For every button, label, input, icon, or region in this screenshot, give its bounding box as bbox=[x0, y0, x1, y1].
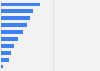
Bar bbox=[1, 65, 3, 68]
Bar bbox=[1, 37, 18, 41]
Bar bbox=[1, 51, 11, 55]
Bar bbox=[1, 23, 27, 27]
Bar bbox=[1, 58, 9, 61]
Bar bbox=[1, 44, 14, 48]
Bar bbox=[1, 30, 23, 34]
Bar bbox=[1, 10, 33, 13]
Bar bbox=[1, 3, 40, 6]
Bar bbox=[1, 16, 30, 20]
